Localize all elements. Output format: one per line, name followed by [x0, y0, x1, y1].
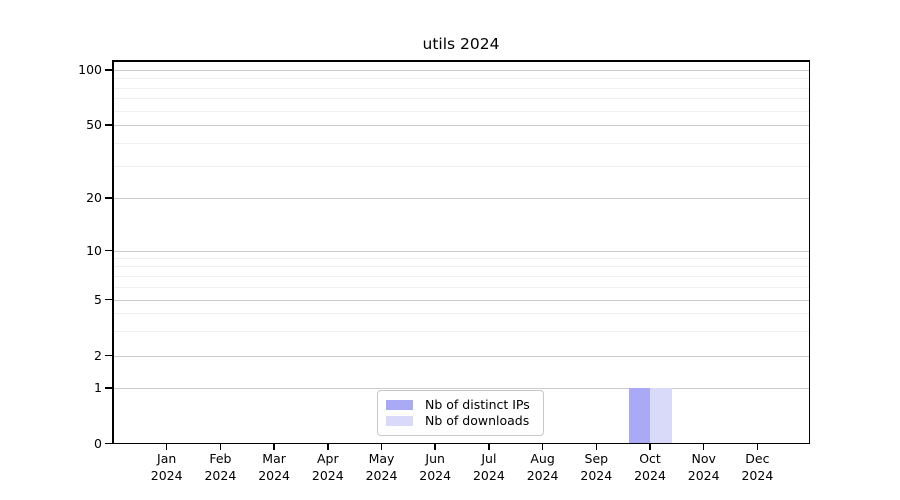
x-tick-mark: [434, 444, 436, 450]
legend-label: Nb of downloads: [425, 413, 530, 429]
major-gridline: [112, 70, 810, 71]
legend-item: Nb of distinct IPs: [386, 397, 535, 413]
x-tick-month: Jun: [425, 450, 445, 466]
legend-label: Nb of distinct IPs: [425, 396, 530, 412]
y-tick-mark: [104, 442, 112, 445]
y-tick-label: 2: [94, 347, 102, 363]
x-tick-mark: [327, 444, 329, 450]
x-tick-month: Sep: [584, 450, 609, 466]
major-gridline: [112, 250, 810, 252]
x-tick-label: Sep 2024: [564, 450, 628, 484]
y-tick-label: 10: [86, 242, 102, 258]
x-tick-year: 2024: [687, 467, 720, 483]
x-tick-mark: [702, 444, 705, 450]
x-tick-month: Aug: [530, 450, 555, 466]
x-tick-month: Mar: [262, 450, 286, 466]
x-tick-label: Jul 2024: [457, 450, 521, 484]
minor-gridline: [112, 313, 810, 315]
minor-gridline: [112, 286, 810, 288]
minor-gridline: [112, 266, 810, 268]
x-tick-mark: [219, 444, 222, 450]
legend-item: Nb of downloads: [386, 413, 535, 429]
x-tick-year: 2024: [258, 467, 290, 483]
x-tick-year: 2024: [204, 467, 237, 483]
bar-downloads: [650, 388, 672, 444]
y-tick-mark: [104, 298, 112, 301]
x-tick-mark: [488, 444, 490, 450]
x-tick-year: 2024: [526, 467, 559, 483]
x-tick-month: Nov: [691, 450, 716, 466]
y-tick-label: 50: [86, 117, 102, 132]
x-tick-month: Jul: [481, 450, 497, 466]
y-tick-mark: [104, 124, 112, 126]
y-tick-label: 5: [94, 291, 102, 307]
x-tick-label: May 2024: [350, 450, 414, 484]
x-tick-label: Dec 2024: [725, 450, 789, 484]
major-gridline: [112, 388, 810, 389]
x-tick-label: Apr 2024: [296, 450, 360, 484]
y-tick-label: 0: [94, 435, 102, 451]
minor-gridline: [112, 110, 810, 112]
major-gridline: [112, 125, 810, 126]
x-tick-label: Oct 2024: [618, 450, 682, 484]
x-tick-month: Feb: [209, 450, 232, 466]
minor-gridline: [112, 98, 810, 100]
y-tick-label: 1: [94, 380, 102, 395]
top-spine: [112, 60, 810, 62]
left-spine: [112, 60, 114, 444]
x-tick-year: 2024: [311, 467, 344, 483]
y-tick-mark: [104, 354, 112, 357]
y-tick-mark: [104, 249, 112, 252]
major-gridline: [112, 198, 810, 199]
x-tick-year: 2024: [634, 467, 666, 483]
right-spine: [808, 60, 810, 444]
x-tick-label: Mar 2024: [242, 450, 306, 484]
minor-gridline: [112, 142, 810, 144]
x-tick-mark: [756, 444, 759, 450]
x-tick-month: Apr: [316, 450, 339, 466]
x-tick-year: 2024: [419, 467, 452, 483]
legend-swatch-icon: [386, 416, 413, 427]
minor-gridline: [112, 258, 810, 260]
chart-title: utils 2024: [422, 35, 500, 53]
bottom-spine: [112, 442, 810, 444]
bar-distinct-ips: [628, 388, 650, 444]
x-tick-year: 2024: [741, 467, 774, 483]
x-tick-year: 2024: [150, 467, 183, 483]
x-tick-year: 2024: [580, 467, 613, 483]
minor-gridline: [112, 165, 810, 167]
y-tick-label: 100: [78, 62, 102, 77]
y-tick-mark: [104, 69, 112, 71]
x-tick-label: Feb 2024: [188, 450, 252, 484]
x-tick-year: 2024: [365, 467, 398, 483]
legend-swatch-icon: [386, 399, 413, 410]
minor-gridline: [112, 330, 810, 332]
x-tick-month: Jan: [157, 450, 177, 466]
x-tick-month: Oct: [639, 450, 661, 466]
x-tick-label: Jun 2024: [403, 450, 467, 484]
x-tick-mark: [541, 444, 544, 450]
x-tick-mark: [165, 444, 168, 450]
x-tick-mark: [380, 444, 383, 450]
minor-gridline: [112, 87, 810, 89]
x-tick-mark: [595, 444, 598, 450]
plot-area: [112, 60, 810, 444]
major-gridline: [112, 299, 810, 301]
x-tick-label: Aug 2024: [511, 450, 575, 484]
x-tick-label: Jan 2024: [135, 450, 199, 484]
minor-gridline: [112, 78, 810, 80]
x-tick-mark: [649, 444, 651, 450]
x-tick-month: Dec: [745, 450, 770, 466]
y-tick-mark: [104, 387, 112, 389]
y-tick-mark: [104, 197, 112, 199]
x-tick-year: 2024: [472, 467, 505, 483]
legend: Nb of distinct IPs Nb of downloads: [377, 390, 544, 436]
y-tick-label: 20: [86, 190, 102, 205]
minor-gridline: [112, 275, 810, 277]
x-tick-label: Nov 2024: [672, 450, 736, 484]
major-gridline: [112, 355, 810, 357]
x-tick-month: May: [368, 450, 395, 466]
x-tick-mark: [273, 444, 275, 450]
